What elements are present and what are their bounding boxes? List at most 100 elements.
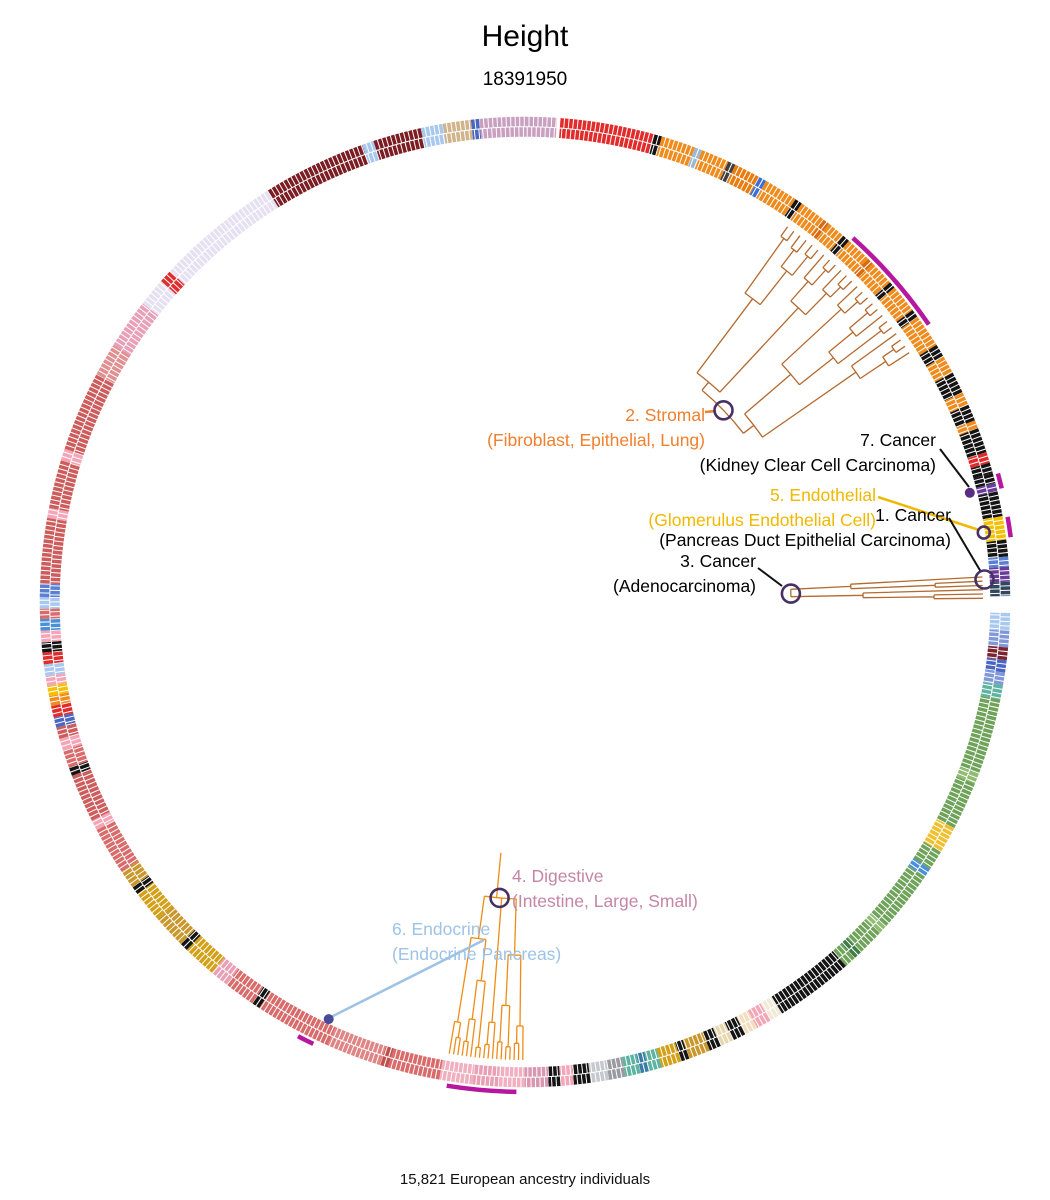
ring-segment [731,164,760,186]
cluster-label-title: 5. Endothelial [769,485,876,505]
ring-segment [988,567,1000,583]
ring-segment [71,772,101,821]
ring-segment [749,186,761,199]
ring-segment [69,733,83,748]
ring-segment [383,1045,394,1058]
ring-segment [980,462,993,476]
ring-segment [559,1075,575,1086]
ring-segment [878,871,925,927]
ring-segment [218,957,239,977]
cluster-label-subtitle: (Pancreas Duct Epithelial Carcinoma) [659,529,951,550]
cluster-label-subtitle: (Adenocarcinoma) [613,575,756,596]
ring-segment [573,1073,591,1085]
ring-segment [904,309,918,323]
cluster-label-digestive: 4. Digestive (Intestine, Large, Small) [512,864,782,913]
cluster-label-cancer-pancreas: 1. Cancer (Pancreas Duct Epithelial Carc… [559,503,951,552]
ring-segment [621,1053,639,1067]
ring-segment [901,322,928,356]
ring-segment [122,309,159,356]
ring-segment [66,722,79,737]
ring-segment [70,452,84,466]
ring-segment [57,682,69,695]
ring-segment [53,715,66,728]
ring-segment [59,736,73,751]
ring-segment [61,701,74,716]
ring-segment [252,995,265,1009]
highlight-arc [446,1083,517,1095]
ring-segment [50,519,67,585]
ring-segment [440,1059,475,1075]
ring-segment [923,818,946,847]
ring-segment [790,212,818,236]
ring-segment [950,408,966,428]
ring-segment [74,379,115,456]
cohort-caption: 15,821 European ancestry individuals [399,1171,651,1188]
ring-segment [976,485,988,496]
ring-segment [157,912,188,944]
ring-segment [811,227,823,240]
ring-segment [177,199,279,285]
ring-segment [999,612,1011,631]
ring-segment [659,136,695,157]
ring-segment [572,1062,590,1075]
ring-segment [954,392,969,409]
ring-segment [50,618,61,631]
ring-segment [932,823,955,852]
cluster-label-subtitle: (Fibroblast, Epithelial, Lung) [487,429,705,450]
ring-segment [652,134,662,146]
ring-segment [996,539,1009,558]
ring-segment [678,1049,690,1062]
ring-segment [113,303,151,350]
highlight-arc [995,472,1004,489]
ring-segment [659,1052,682,1068]
highlight-arc [851,236,931,326]
ring-segment [387,1058,441,1080]
ring-segment [879,294,905,322]
ring-segment [908,858,922,871]
ring-segment [188,929,201,943]
ring-segment [130,860,149,882]
ring-segment [442,119,472,134]
ring-segment [49,460,71,510]
ring-segment [913,841,932,864]
cluster-label-endocrine: 6. Endocrine (Endocrine Pancreas) [392,917,662,966]
ring-segment [967,455,980,469]
ring-segment [656,146,692,167]
ring-segment [841,937,854,951]
cluster-label-cancer-adenocarcinoma: 3. Cancer (Adenocarcinoma) [499,549,756,598]
ring-segment [997,646,1009,661]
ring-segment [101,811,115,825]
ring-segment [59,463,81,512]
ring-segment [736,1010,753,1026]
ring-segment [150,288,176,316]
cluster-marker-circle [976,525,992,540]
ring-segment [966,770,979,784]
dendrogram-tree [790,576,984,600]
ring-segment [273,154,369,208]
cluster-marker-circle [489,887,510,909]
ring-segment [52,650,64,664]
ring-segment [847,919,873,945]
ring-segment [752,1012,771,1029]
ring-segment [790,199,802,212]
ring-segment [982,517,996,543]
ring-segment [983,473,996,486]
ring-segment [853,266,866,278]
ring-segment [691,147,703,160]
ring-segment [497,1077,526,1088]
ring-segment [559,1064,573,1076]
ring-segment [54,661,66,675]
cluster-label-title: 2. Stromal [625,405,705,425]
ring-segment [944,372,963,397]
ring-segment [559,118,655,144]
ring-segment [724,161,736,174]
ring-segment [830,243,843,256]
cluster-label-subtitle: (Endocrine Pancreas) [392,943,562,964]
ring-segment [327,1036,383,1066]
ring-segment [41,641,52,653]
ring-segment [682,1032,706,1049]
ring-segment [702,1027,717,1041]
dendrogram-tree [448,852,524,1061]
ring-segment [96,825,130,872]
ring-segment [674,1039,686,1052]
